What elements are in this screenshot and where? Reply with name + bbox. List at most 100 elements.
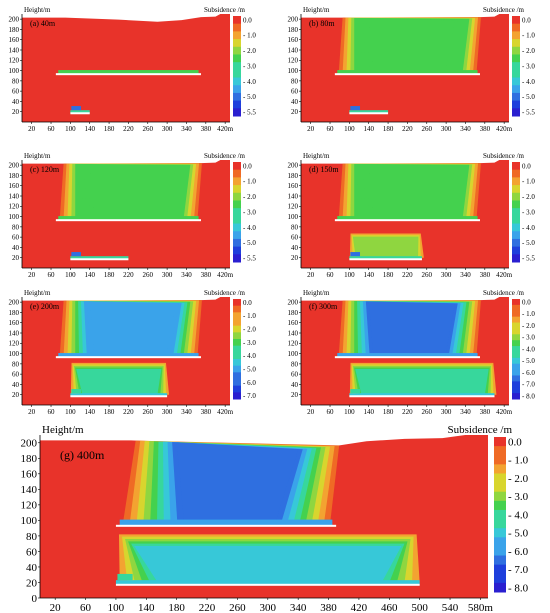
x-tick-label: 380 [480, 408, 491, 416]
legend-color-step [512, 381, 520, 388]
x-tick-label: 20 [28, 271, 36, 279]
x-tick-label: 20 [50, 602, 62, 613]
legend-color-step [233, 359, 241, 367]
x-tick-label: 460 [381, 602, 398, 613]
lower-goaf [115, 580, 420, 585]
y-tick-label: 80 [26, 531, 38, 543]
y-tick-label: 180 [9, 309, 20, 317]
legend-color-step [233, 85, 241, 94]
legend-tick-label: 0.0 [243, 162, 252, 170]
legend-color-step [233, 325, 241, 333]
legend-color-step [494, 464, 506, 474]
y-tick-label: 40 [12, 98, 20, 106]
legend-color-step [233, 162, 241, 171]
y-tick-label: 100 [21, 515, 38, 527]
legend-tick-label: - 6.0 [522, 369, 535, 377]
legend-color-step [233, 215, 241, 225]
y-tick-label: 40 [291, 381, 299, 389]
legend-color-step [233, 372, 241, 380]
y-tick-label: 200 [9, 162, 20, 170]
y-tick-label: 200 [288, 162, 299, 170]
x-tick-label: 380 [201, 125, 212, 133]
y-tick-label: 160 [288, 319, 299, 327]
panel-f: Height/m Subsidence /m 200 180 160 140 120 100 8… [283, 287, 547, 420]
x-tick-label: 340 [460, 125, 471, 133]
legend-color-step [512, 231, 520, 240]
legend-color-step [512, 39, 520, 48]
y-tick-label: 20 [291, 254, 299, 262]
legend-tick-label: - 5.0 [522, 93, 535, 101]
legend-color-step [512, 363, 520, 371]
y-tick-label: 40 [291, 244, 299, 252]
x-tick-label: 220 [123, 271, 134, 279]
legend-tick-label: - 7.0 [243, 392, 256, 400]
lower-subsidence-band [134, 545, 402, 583]
y-tick-label: 60 [12, 371, 20, 379]
legend-tick-label: - 3.0 [508, 491, 529, 503]
x-tick-label: 220 [402, 125, 413, 133]
lower-cave-zone [71, 389, 82, 394]
legend-color-step [512, 185, 520, 194]
x-tick-label: 20 [28, 408, 36, 416]
legend-color-step [512, 357, 520, 365]
legend-color-step [233, 332, 241, 340]
legend-tick-label: - 6.0 [508, 546, 529, 558]
panel-d: Height/m Subsidence /m 200 180 160 140 120 100 8… [283, 150, 547, 283]
legend-tick-label: - 3.0 [243, 62, 256, 70]
x-tick-label: 420 [351, 602, 368, 613]
legend-color-step [494, 491, 506, 502]
legend-color-step [512, 254, 520, 263]
legend-title: Subsidence /m [204, 6, 246, 14]
legend-tick-label: - 8.0 [508, 582, 529, 594]
x-tick-label: 220 [402, 408, 413, 416]
legend-tick-label: - 1.0 [522, 178, 535, 186]
lower-cave-zone [350, 389, 361, 394]
upper-goaf [337, 353, 478, 358]
panel-f-plot: Height/m Subsidence /m 200 180 160 140 120 100 8… [288, 289, 536, 416]
x-tick-label: 420m [496, 271, 513, 279]
legend-color-step [233, 339, 241, 347]
x-tick-label: 380 [480, 271, 491, 279]
panel-g: Height/m Subsidence /m 200 180 160 140 120 100 8… [0, 423, 550, 613]
y-tick-label: 40 [26, 562, 38, 574]
upper-goaf [58, 216, 199, 221]
legend-tick-label: - 2.0 [243, 193, 256, 201]
legend-color-step [494, 455, 506, 465]
legend-color-step [233, 31, 241, 40]
x-tick-label: 20 [28, 125, 36, 133]
y-tick-label: 200 [288, 16, 299, 24]
legend-color-step [512, 346, 520, 353]
legend-color-step [512, 387, 520, 394]
panel-e: Height/m Subsidence /m 200 180 160 140 120 100 8… [4, 287, 268, 420]
legend-color-step [512, 223, 520, 232]
x-tick-label: 100 [65, 408, 76, 416]
panel-e-plot: Height/m Subsidence /m 200 180 160 140 120 100 8… [9, 289, 257, 416]
x-tick-label: 220 [199, 602, 216, 613]
legend-color-step [512, 310, 520, 318]
y-tick-label: 80 [291, 223, 299, 231]
x-tick-label: 260 [229, 602, 246, 613]
legend-tick-label: - 2.0 [522, 193, 535, 201]
legend-color-step [512, 208, 520, 217]
x-tick-label: 260 [422, 408, 433, 416]
x-tick-label: 260 [143, 271, 154, 279]
legend-color-step [512, 85, 520, 94]
y-axis-title: Height/m [24, 289, 51, 297]
x-tick-label: 300 [441, 408, 452, 416]
legend-tick-label: - 2.0 [522, 322, 535, 330]
x-tick-label: 220 [123, 125, 134, 133]
legend-tick-label: - 1.0 [243, 178, 256, 186]
legend-color-step [233, 185, 241, 194]
x-tick-label: 60 [48, 125, 56, 133]
lower-cave-zone [71, 252, 82, 257]
legend-color-step [512, 304, 520, 312]
y-tick-label: 20 [12, 254, 20, 262]
y-tick-label: 120 [288, 57, 299, 65]
legend-tick-label: - 1.0 [522, 310, 535, 318]
legend-tick-label: - 3.0 [522, 208, 535, 216]
y-axis-title: Height/m [24, 152, 51, 160]
x-tick-label: 420m [217, 271, 234, 279]
x-tick-label: 300 [441, 271, 452, 279]
y-tick-label: 140 [9, 329, 20, 337]
legend-color-step [512, 246, 520, 255]
